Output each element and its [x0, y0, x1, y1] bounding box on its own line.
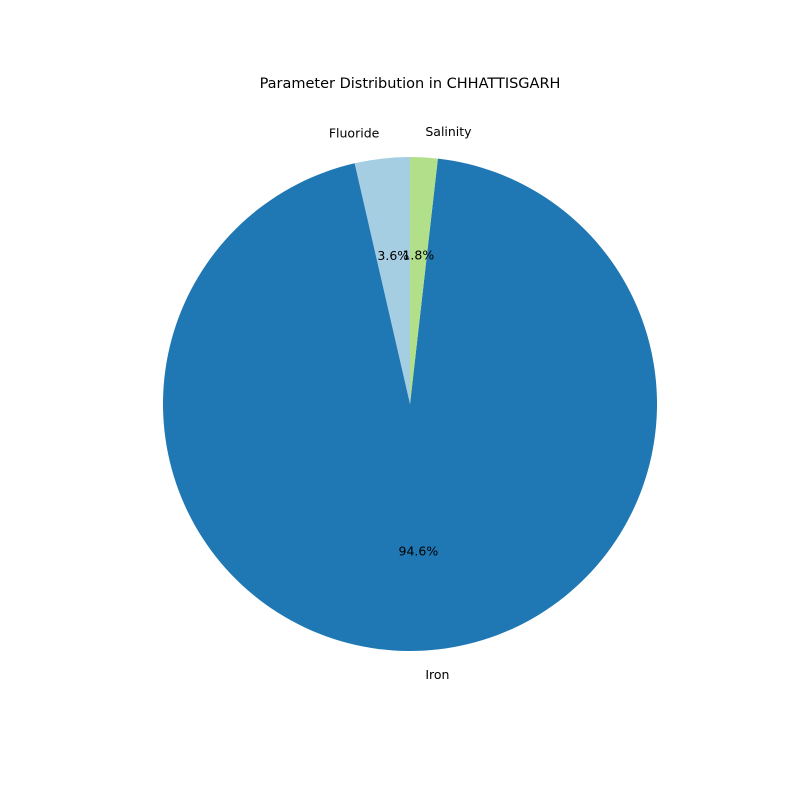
slice-pct-label-iron: 94.6%: [399, 543, 439, 558]
pie-slice-salinity: [410, 157, 438, 404]
pie-slice-iron: [162, 158, 658, 651]
slice-pct-label-salinity: 1.8%: [402, 248, 434, 263]
slice-label-salinity: Salinity: [425, 124, 472, 139]
slices-layer: [162, 157, 658, 651]
chart-title: Parameter Distribution in CHHATTISGARH: [260, 76, 561, 92]
slice-label-fluoride: Fluoride: [329, 126, 380, 141]
slice-label-iron: Iron: [425, 667, 449, 682]
pie-slice-fluoride: [354, 157, 410, 404]
labels-layer: Fluoride 3.6% Iron 94.6% Salinity 1.8%: [329, 124, 472, 682]
slice-pct-label-fluoride: 3.6%: [377, 248, 409, 263]
